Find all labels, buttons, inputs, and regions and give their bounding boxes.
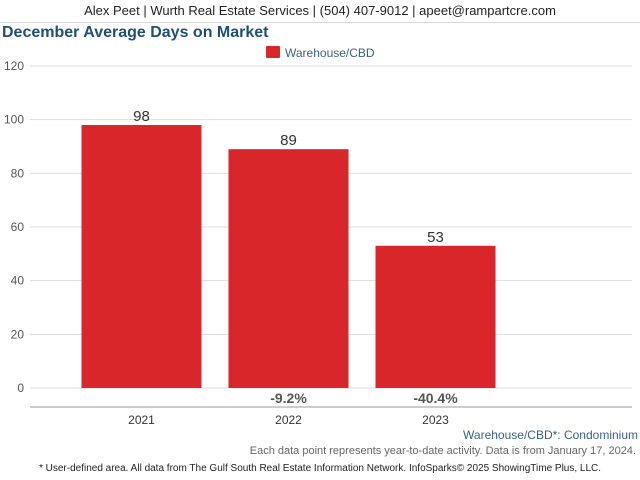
y-tick-label: 60: [11, 220, 25, 234]
y-tick-label: 40: [11, 274, 25, 288]
data-label: 89: [280, 132, 297, 149]
y-tick-label: 20: [11, 327, 25, 341]
bar: [228, 149, 349, 388]
y-tick-label: 100: [4, 113, 24, 127]
chart-title: December Average Days on Market: [2, 24, 269, 41]
bar: [375, 245, 496, 388]
data-label: 53: [427, 229, 444, 246]
x-tick-label: 2022: [275, 413, 302, 427]
change-label: -40.4%: [413, 390, 458, 406]
footnote: * User-defined area. All data from The G…: [38, 463, 602, 474]
x-tick-label: 2023: [422, 413, 449, 427]
bar: [81, 125, 202, 389]
data-label: 98: [133, 108, 150, 125]
y-tick-label: 120: [4, 59, 24, 73]
y-tick-label: 80: [11, 166, 25, 180]
y-tick-label: 0: [17, 381, 24, 395]
area-note: Warehouse/CBD*: Condominium: [463, 428, 638, 442]
data-point-note: Each data point represents year-to-date …: [249, 445, 636, 457]
change-label: -9.2%: [270, 390, 307, 406]
legend-label: Warehouse/CBD: [285, 46, 375, 60]
legend-swatch: [266, 46, 280, 58]
contact-header: Alex Peet | Wurth Real Estate Services |…: [0, 0, 640, 23]
x-tick-label: 2021: [128, 413, 155, 427]
